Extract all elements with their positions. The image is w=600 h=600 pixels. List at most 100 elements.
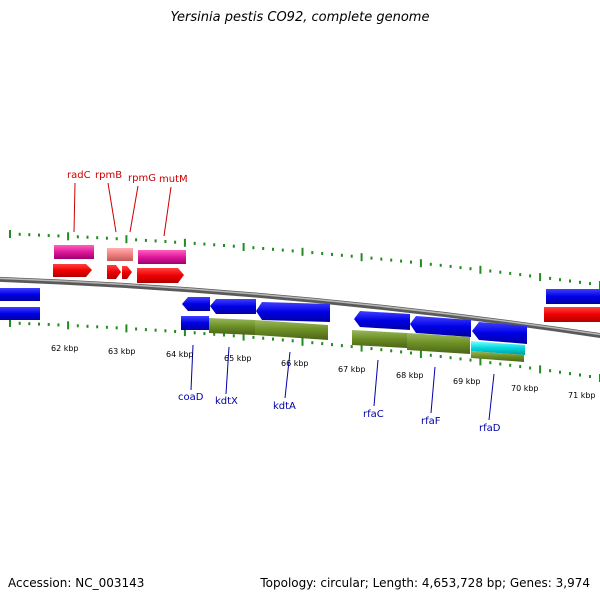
minor-tick: [232, 244, 235, 248]
scale-label: 66 kbp: [281, 359, 309, 368]
minor-tick: [489, 361, 492, 365]
gene-label-radC: radC: [67, 170, 91, 181]
minor-tick: [380, 348, 383, 352]
minor-tick: [144, 328, 147, 332]
gene-arrow-red: [53, 264, 92, 277]
minor-tick: [429, 262, 432, 266]
minor-tick: [549, 369, 552, 373]
minor-tick: [164, 329, 167, 333]
gene-feature-olive: [255, 320, 328, 340]
minor-tick: [135, 238, 138, 242]
minor-tick: [154, 328, 157, 332]
scale-label: 67 kbp: [338, 365, 366, 374]
gene-feature: [0, 288, 40, 301]
genome-backbone: [0, 276, 600, 339]
gene-feature-pink: [138, 250, 186, 264]
scale-label: 68 kbp: [396, 371, 424, 380]
minor-tick: [262, 247, 265, 250]
scale-label: 69 kbp: [453, 377, 481, 386]
major-tick: [479, 265, 482, 274]
minor-tick: [28, 233, 31, 237]
top-gene-labels: radC rpmB rpmG mutM: [67, 170, 188, 237]
minor-tick: [311, 341, 314, 345]
minor-tick: [579, 280, 581, 284]
major-tick: [67, 321, 70, 330]
scale-label: 63 kbp: [108, 347, 136, 356]
major-tick: [9, 230, 11, 238]
minor-tick: [331, 343, 333, 347]
minor-tick: [18, 321, 21, 325]
gene-feature: [0, 307, 40, 320]
scale-label: 62 kbp: [51, 344, 79, 353]
minor-tick: [18, 232, 21, 236]
gene-feature-olive: [209, 318, 255, 335]
minor-tick: [96, 325, 99, 329]
major-tick: [125, 235, 128, 244]
gene-feature-salmon: [107, 248, 133, 261]
major-tick: [539, 273, 542, 282]
label-leader-line: [163, 186, 172, 237]
minor-tick: [28, 322, 31, 326]
scale-label: 64 kbp: [166, 350, 194, 359]
major-tick: [360, 253, 363, 262]
minor-tick: [410, 260, 412, 264]
gene-feature-olive: [407, 333, 470, 354]
label-leader-line: [284, 351, 291, 399]
label-leader-line: [190, 344, 194, 391]
label-leader-line: [225, 346, 230, 395]
minor-tick: [340, 253, 343, 257]
minor-tick: [429, 353, 432, 357]
scale-label: 70 kbp: [511, 384, 539, 393]
gene-arrow-blue: [472, 322, 527, 344]
minor-tick: [47, 234, 50, 237]
minor-tick: [410, 351, 412, 355]
minor-tick: [469, 358, 472, 362]
major-tick: [183, 328, 186, 337]
minor-tick: [350, 254, 353, 258]
minor-tick: [291, 249, 294, 253]
minor-tick: [38, 233, 40, 237]
minor-tick: [311, 251, 314, 255]
gene-arrow-blue: [256, 302, 330, 322]
minor-tick: [174, 240, 177, 244]
genome-backbone-highlight: [0, 277, 600, 336]
gene-label-rfaC: rfaC: [363, 409, 384, 420]
scale-label: 65 kbp: [224, 354, 252, 363]
minor-tick: [154, 239, 157, 243]
minor-tick: [96, 236, 99, 240]
minor-tick: [76, 324, 79, 328]
minor-tick: [579, 373, 581, 377]
minor-tick: [57, 234, 60, 238]
minor-tick: [390, 258, 393, 262]
minor-tick: [509, 363, 512, 367]
minor-tick: [340, 344, 343, 348]
minor-tick: [223, 244, 225, 247]
minor-tick: [86, 324, 89, 328]
gene-label-rpmB: rpmB: [95, 170, 122, 181]
label-leader-line: [373, 359, 379, 407]
minor-tick: [370, 256, 373, 260]
gene-label-rfaF: rfaF: [421, 416, 441, 427]
major-tick: [242, 332, 245, 341]
gene-label-mutM: mutM: [159, 174, 188, 185]
minor-tick: [281, 338, 284, 342]
major-tick: [183, 238, 186, 247]
minor-tick: [144, 238, 147, 242]
gene-feature: [546, 289, 600, 304]
minor-tick: [203, 242, 206, 246]
minor-tick: [569, 279, 571, 283]
minor-tick: [459, 266, 462, 270]
gene-arrow-blue: [182, 297, 210, 311]
minor-tick: [272, 337, 274, 341]
label-leader-line: [488, 373, 495, 421]
minor-tick: [193, 241, 196, 245]
minor-tick: [164, 240, 167, 243]
map-title: Yersinia pestis CO92, complete genome: [170, 10, 430, 25]
minor-tick: [223, 333, 225, 337]
minor-tick: [459, 357, 462, 361]
minor-tick: [589, 282, 591, 286]
minor-tick: [193, 331, 196, 335]
minor-tick: [281, 248, 284, 252]
minor-tick: [115, 326, 118, 330]
bottom-strand-features: [181, 297, 527, 362]
